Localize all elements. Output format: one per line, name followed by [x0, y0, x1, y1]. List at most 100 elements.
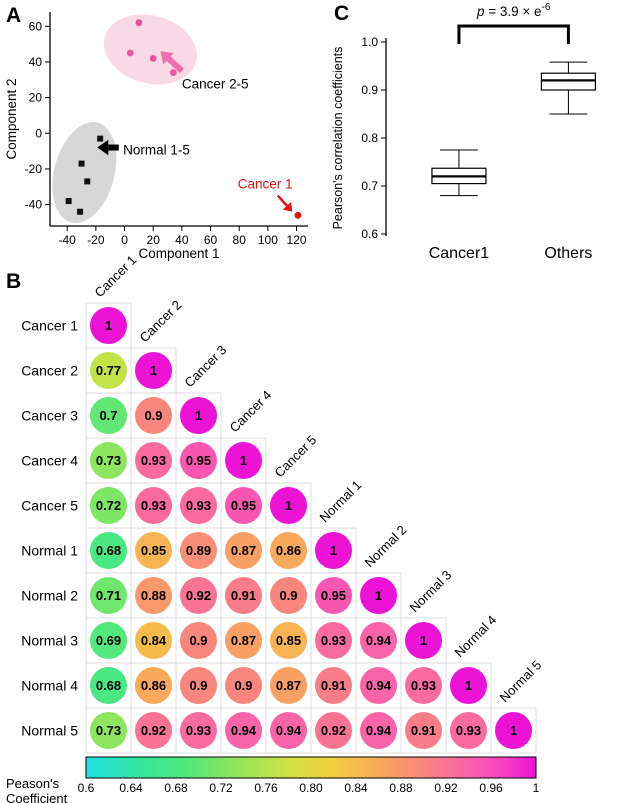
series-cancer-2-5: [126, 19, 177, 77]
colorbar-tick-label: 0.72: [209, 781, 233, 795]
corr-circle: [180, 577, 217, 614]
arrow-shaft: [276, 194, 288, 207]
corr-value: 0.87: [231, 633, 256, 648]
corr-value: 0.73: [96, 453, 121, 468]
corr-value: 1: [420, 633, 427, 648]
corr-circle: [270, 487, 307, 524]
category-label: Cancer1: [429, 245, 490, 262]
x-tick-label: -20: [87, 233, 105, 247]
data-point: [78, 160, 85, 167]
corr-value: 0.94: [366, 678, 392, 693]
corr-value: 0.92: [141, 723, 166, 738]
colorbar-tick-label: 0.84: [344, 781, 368, 795]
row-label: Cancer 4: [21, 453, 78, 469]
y-tick-label: -20: [25, 162, 43, 176]
arrow-shaft: [166, 56, 184, 74]
diagonal-label: Normal 3: [407, 567, 455, 615]
y-tick-label: 0.9: [361, 83, 378, 97]
row-label: Cancer 3: [21, 408, 78, 424]
diagonal-label: Normal 1: [317, 477, 365, 525]
annotation-label: Cancer 1: [238, 177, 293, 192]
corr-circle: [405, 712, 442, 749]
data-point: [126, 49, 134, 57]
corr-value: 0.91: [411, 723, 436, 738]
arrow-head: [160, 51, 174, 65]
corr-circle: [90, 307, 127, 344]
x-tick-label: 60: [204, 233, 218, 247]
x-tick-label: 80: [233, 233, 247, 247]
colorbar-tick-label: 0.68: [164, 781, 188, 795]
colorbar: [85, 756, 537, 779]
corr-circle: [225, 712, 262, 749]
corr-circle: [180, 532, 217, 569]
row-label: Cancer 5: [21, 498, 78, 514]
corr-circle: [450, 712, 487, 749]
corr-circle: [405, 667, 442, 704]
corr-value: 0.93: [321, 633, 346, 648]
corr-circle: [270, 712, 307, 749]
corr-value: 1: [240, 453, 247, 468]
diagonal-label: Cancer 2: [137, 297, 185, 345]
corr-value: 0.9: [234, 678, 252, 693]
corr-circle: [315, 577, 352, 614]
corr-value: 0.86: [276, 543, 301, 558]
corr-circle: [135, 397, 172, 434]
corr-circle: [270, 577, 307, 614]
corr-value: 0.7: [99, 408, 117, 423]
corr-circle: [225, 622, 262, 659]
corr-value: 0.72: [96, 498, 121, 513]
diagonal-label: Cancer 5: [272, 432, 320, 480]
correlation-boxplot: 0.6 0.7 0.8 0.9 1.0 Pearson's correlation coe…: [331, 2, 596, 262]
corr-circle: [315, 622, 352, 659]
corr-value: 0.93: [411, 678, 436, 693]
corr-value: 0.93: [186, 723, 211, 738]
corr-value: 0.73: [96, 723, 121, 738]
data-point: [135, 19, 143, 27]
corr-value: 0.95: [321, 588, 346, 603]
corr-circle: [315, 667, 352, 704]
colorbar-tick-label: 0.64: [119, 781, 143, 795]
data-point: [65, 198, 72, 205]
colorbar-tick-label: 0.92: [434, 781, 458, 795]
row-label: Normal 1: [21, 543, 78, 559]
cluster-ellipse: [52, 121, 117, 224]
row-label: Normal 4: [21, 678, 78, 694]
x-tick-label: 20: [147, 233, 161, 247]
corr-value: 0.85: [141, 543, 166, 558]
corr-value: 0.91: [231, 588, 256, 603]
corr-circle: [135, 487, 172, 524]
corr-circle: [270, 667, 307, 704]
data-point: [294, 211, 302, 219]
corr-circle: [180, 397, 217, 434]
corr-value: 1: [510, 723, 517, 738]
category-label: Others: [544, 245, 592, 262]
y-tick-label: 1.0: [361, 35, 378, 49]
row-label: Cancer 1: [21, 318, 78, 334]
data-point: [84, 178, 91, 185]
data-point: [149, 54, 157, 62]
corr-circle: [135, 442, 172, 479]
y-axis-label: Component 2: [4, 78, 19, 159]
corr-value: 1: [195, 408, 202, 423]
x-tick-label: 100: [258, 233, 278, 247]
corr-value: 0.93: [456, 723, 481, 738]
corr-value: 0.92: [186, 588, 211, 603]
y-tick-label: -40: [25, 198, 43, 212]
row-label: Cancer 2: [21, 363, 78, 379]
y-tick-label: 40: [29, 55, 43, 69]
row-label: Normal 2: [21, 588, 78, 604]
series-cancer-1: [294, 211, 302, 219]
y-tick-label: 0.6: [361, 227, 378, 241]
corr-value: 0.86: [141, 678, 166, 693]
panel-a-label: A: [6, 4, 22, 27]
corr-circle: [180, 712, 217, 749]
corr-circle: [90, 667, 127, 704]
corr-circle: [135, 622, 172, 659]
corr-circle: [90, 622, 127, 659]
colorbar-tick-label: 0.80: [299, 781, 323, 795]
arrow-head: [97, 139, 109, 156]
corr-value: 0.9: [189, 678, 207, 693]
corr-circle: [270, 622, 307, 659]
y-tick-label: 20: [29, 91, 43, 105]
